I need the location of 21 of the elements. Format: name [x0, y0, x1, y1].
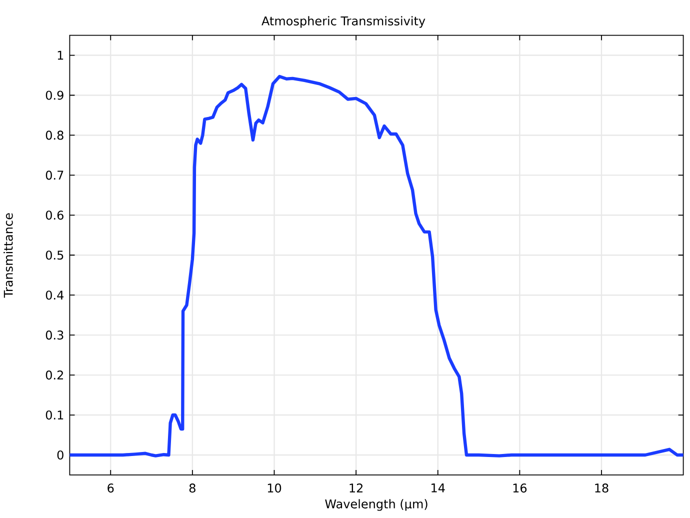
x-tick-label: 8	[189, 484, 196, 493]
y-tick-label: 0.4	[46, 290, 64, 300]
x-tick-label: 10	[268, 484, 282, 493]
x-tick-label: 18	[595, 484, 608, 493]
chart-title: Atmospheric Transmissivity	[262, 16, 426, 28]
y-tick-label: 0.2	[46, 370, 63, 380]
y-tick-label: 0.9	[46, 90, 64, 100]
y-tick-label: 0.6	[46, 210, 64, 220]
y-tick-label: 0	[57, 450, 64, 460]
y-tick-label: 0.1	[46, 410, 64, 420]
x-axis-title: Wavelength (µm)	[325, 499, 428, 511]
x-tick-label: 16	[513, 484, 527, 493]
y-tick-label: 0.8	[46, 130, 64, 140]
y-tick-label: 0.3	[46, 330, 64, 340]
y-tick-label: 1	[58, 50, 64, 60]
y-axis-title: Transmittance	[4, 213, 13, 298]
x-tick-label: 6	[108, 484, 114, 493]
y-tick-label: 0.5	[46, 250, 64, 260]
x-tick-label: 12	[350, 484, 362, 492]
x-tick-label: 14	[432, 484, 445, 492]
y-tick-label: 0.7	[46, 170, 64, 180]
